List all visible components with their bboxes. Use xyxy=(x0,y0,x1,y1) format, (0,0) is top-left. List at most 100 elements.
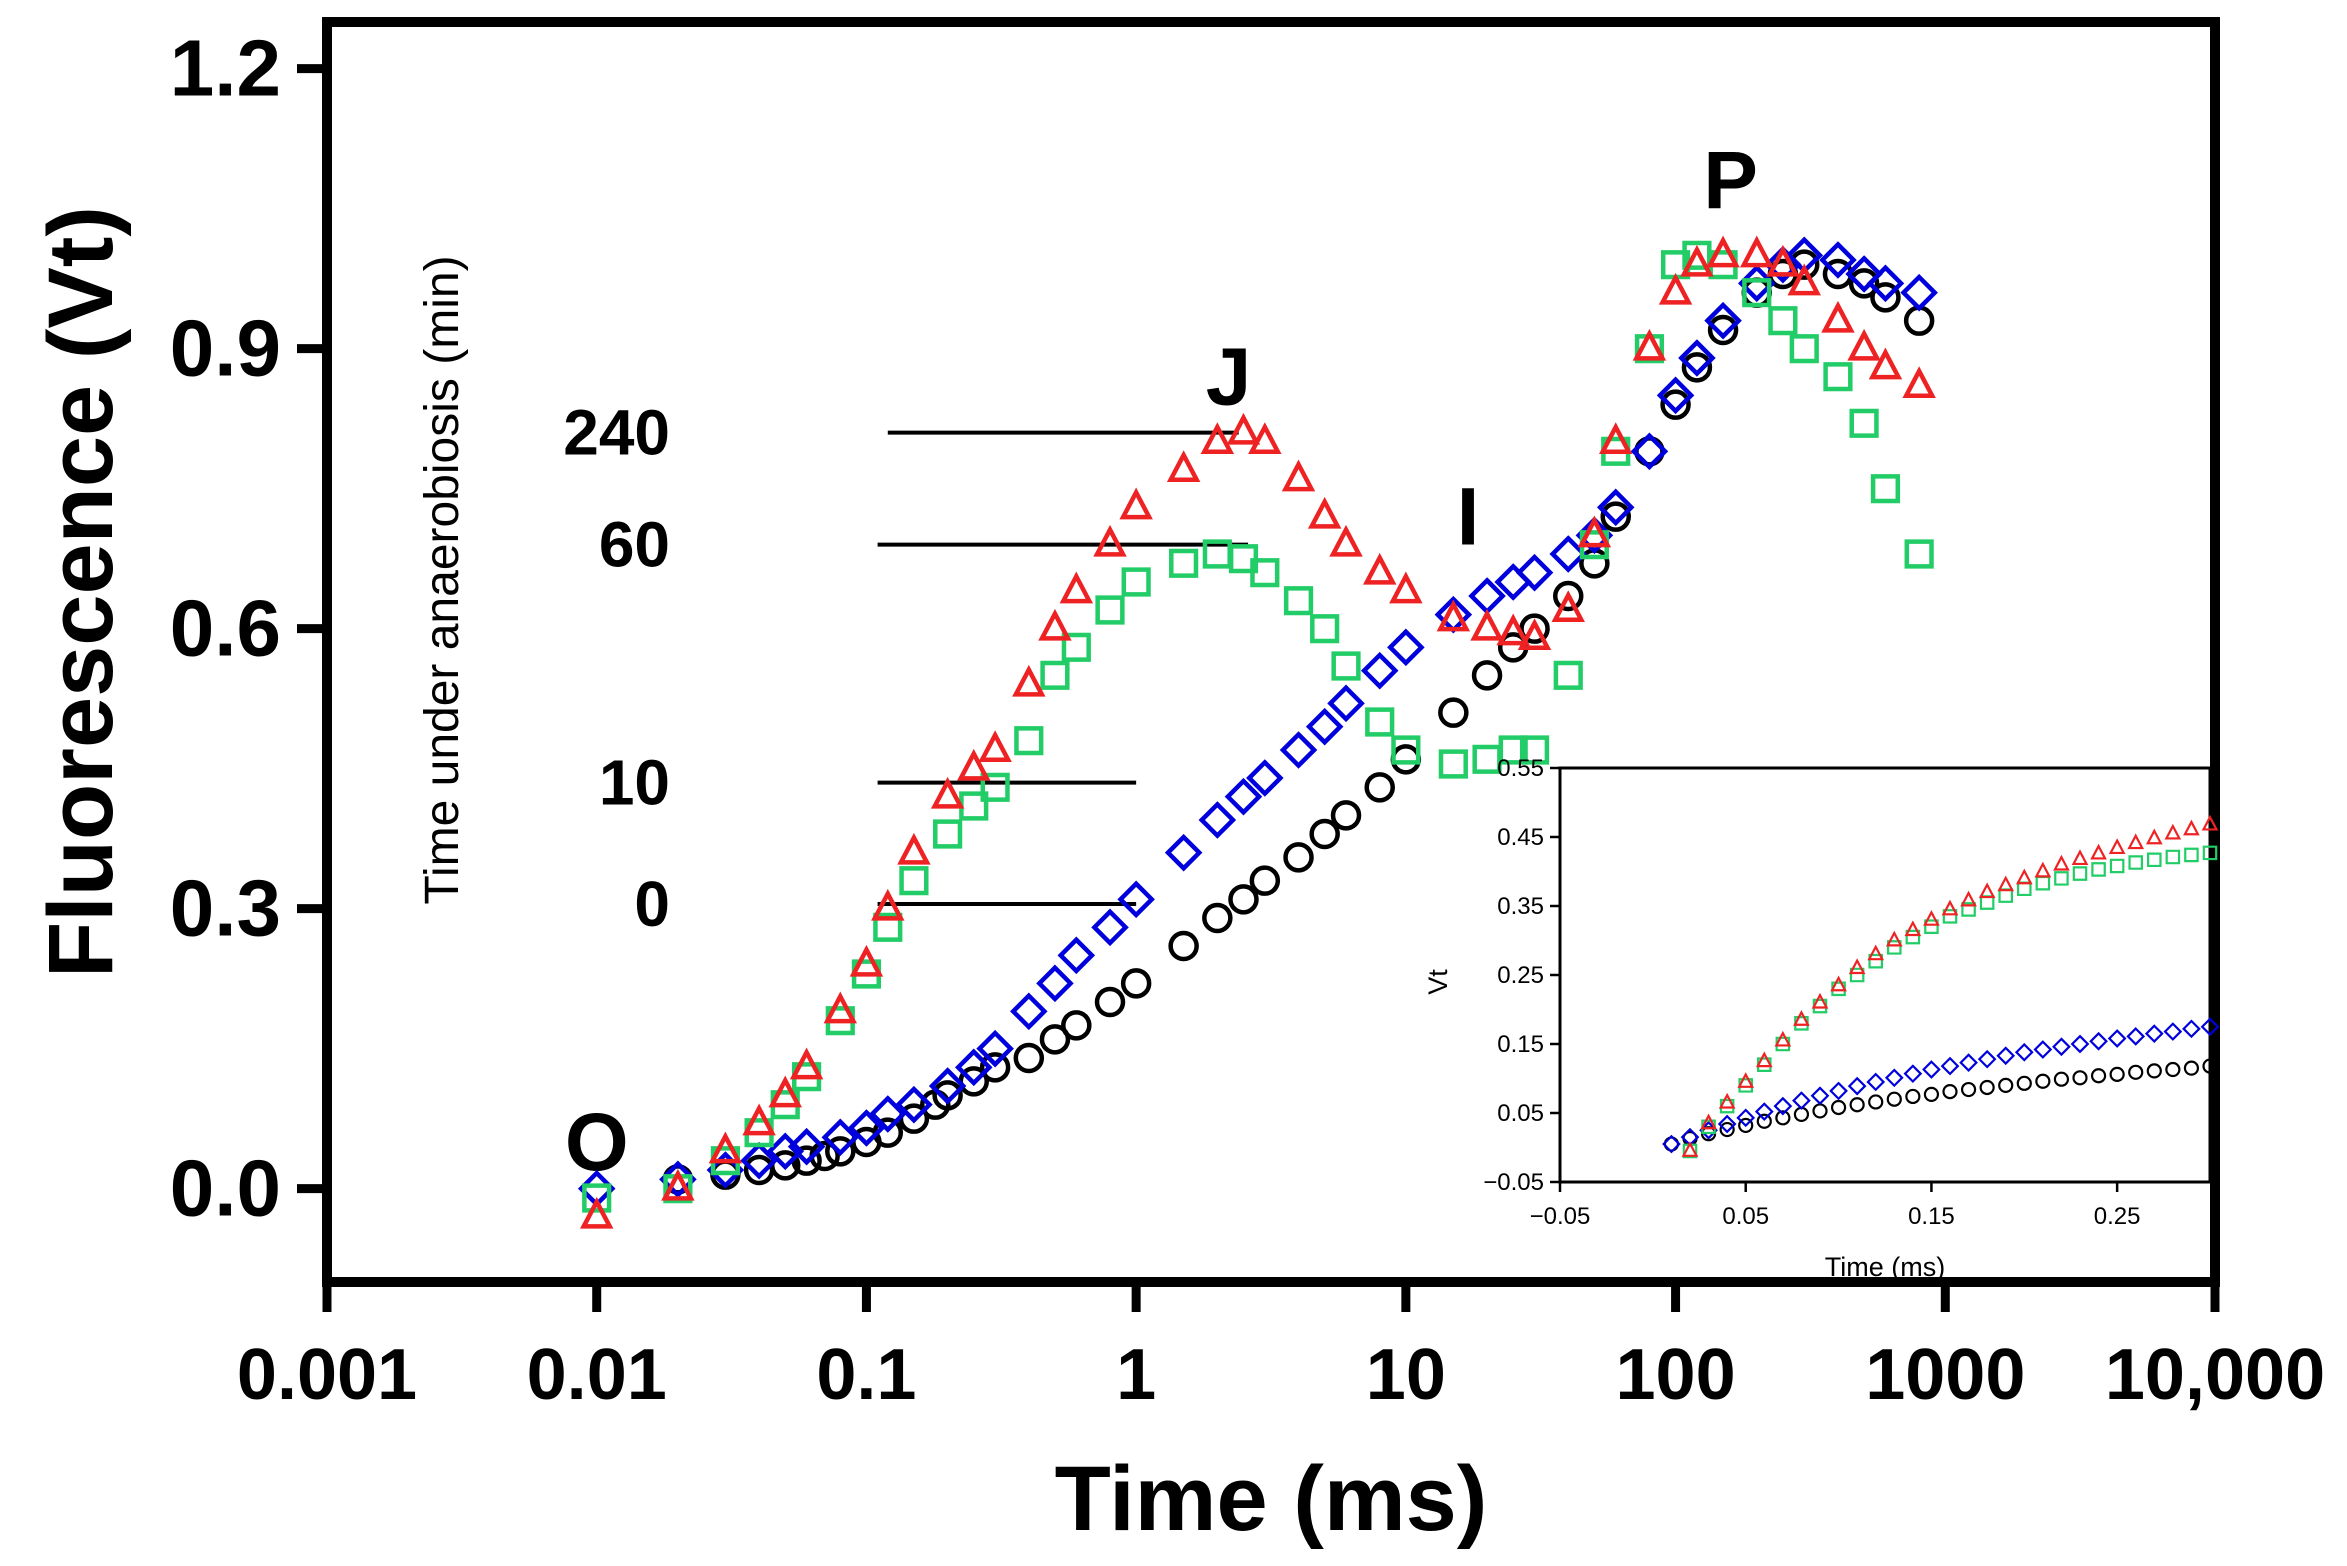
data-point xyxy=(766,1132,805,1171)
data-point xyxy=(1549,535,1588,573)
data-point xyxy=(979,1052,1011,1083)
data-point xyxy=(1470,608,1504,641)
data-point xyxy=(1365,707,1395,737)
inset-y-tick-label: −0.05 xyxy=(1483,1169,1544,1196)
inset-data-point xyxy=(2145,828,2163,845)
data-point xyxy=(1013,1042,1045,1074)
inset-data-point xyxy=(1885,930,1903,947)
inset-data-point xyxy=(1960,890,1977,907)
data-point xyxy=(873,912,903,942)
data-point xyxy=(1821,300,1855,333)
data-point xyxy=(1596,488,1635,527)
inset-data-point xyxy=(2053,854,2070,871)
x-tick-label: 0.1 xyxy=(816,1335,916,1415)
inset-data-point xyxy=(1997,875,2015,892)
inset-data-point xyxy=(1847,1076,1867,1096)
inset-data-point xyxy=(2090,1068,2107,1084)
data-point xyxy=(1330,800,1362,831)
inset-y-tick-label: 0.15 xyxy=(1497,1031,1544,1058)
inset-data-point xyxy=(2108,838,2126,855)
data-point xyxy=(1279,731,1318,769)
data-point xyxy=(1091,908,1129,947)
inset-y-tick-label: 0.45 xyxy=(1497,824,1544,851)
inset-data-point xyxy=(1830,975,1847,992)
data-point xyxy=(1228,884,1259,915)
inset-data-point xyxy=(1756,1113,1772,1129)
phase-label: J xyxy=(1206,332,1252,423)
data-point xyxy=(708,1131,743,1164)
inset-data-point xyxy=(1996,1046,2016,1066)
data-point xyxy=(976,1029,1014,1068)
data-point xyxy=(1038,608,1072,641)
data-point xyxy=(1436,599,1471,632)
inset-data-point xyxy=(1903,1064,1923,1084)
y-tick-label: 0.0 xyxy=(170,1144,281,1233)
inset-data-point xyxy=(2200,1017,2220,1037)
inset-data-point xyxy=(2016,1075,2032,1091)
y-axis-title: Fluorescence (Vt) xyxy=(30,206,132,978)
inset-data-point xyxy=(2183,1060,2200,1076)
data-point xyxy=(899,866,929,896)
data-point xyxy=(1553,660,1583,690)
x-tick-label: 100 xyxy=(1616,1335,1736,1415)
annotation-label: 240 xyxy=(563,397,670,469)
data-point xyxy=(1656,376,1695,415)
inset-data-point xyxy=(1884,1068,1904,1088)
inset-data-point xyxy=(2147,852,2162,868)
inset-data-point xyxy=(1848,958,1866,975)
data-point xyxy=(957,748,991,781)
inset-data-point xyxy=(2054,871,2069,886)
inset-series-10-min xyxy=(1662,1017,2220,1154)
inset-frame xyxy=(1558,766,2212,1184)
inset-data-point xyxy=(1830,1099,1847,1116)
data-point xyxy=(1630,432,1669,471)
data-point xyxy=(1681,352,1713,383)
inset-x-tick-label: 0.05 xyxy=(1722,1203,1769,1230)
data-point xyxy=(1061,632,1091,662)
data-point xyxy=(1515,553,1554,592)
inset-data-point xyxy=(2090,843,2107,860)
data-point xyxy=(1904,539,1934,569)
inset-data-point xyxy=(1717,1114,1737,1134)
inset-data-point xyxy=(1923,909,1940,926)
series-60-min xyxy=(582,240,1934,1213)
data-point xyxy=(661,1168,695,1201)
inset-x-tick-label: 0.25 xyxy=(2094,1203,2141,1230)
data-point xyxy=(1902,366,1936,398)
data-point xyxy=(849,944,884,977)
data-point xyxy=(932,1080,963,1111)
data-point xyxy=(1057,936,1096,975)
inset-data-point xyxy=(2109,858,2125,874)
data-point xyxy=(1706,235,1740,268)
data-point xyxy=(1093,524,1127,557)
inset-y-tick-label: 0.05 xyxy=(1497,1100,1544,1127)
data-point xyxy=(1094,986,1126,1018)
inset-data-point xyxy=(1923,1086,1940,1102)
data-point xyxy=(1059,571,1094,604)
inset-data-point xyxy=(2034,861,2052,878)
inset-data-point xyxy=(1662,1134,1681,1154)
data-point xyxy=(895,1085,933,1124)
inset-data-point xyxy=(2015,868,2033,885)
inset-data-point xyxy=(1810,1086,1830,1106)
data-point xyxy=(1119,487,1153,520)
inset-data-point xyxy=(1868,953,1883,969)
data-point xyxy=(1519,735,1550,765)
inset-data-point xyxy=(2144,1024,2164,1044)
inset-data-point xyxy=(1774,1030,1792,1047)
data-point xyxy=(1632,328,1667,361)
data-point xyxy=(1680,244,1714,277)
data-point xyxy=(1704,301,1742,340)
data-point xyxy=(1248,422,1282,454)
data-point xyxy=(1868,347,1903,380)
data-point xyxy=(1577,515,1612,548)
data-point xyxy=(1061,1010,1092,1041)
data-point xyxy=(1228,544,1259,574)
data-point xyxy=(1849,408,1879,438)
data-point xyxy=(821,1118,860,1157)
data-point xyxy=(1870,282,1901,313)
data-point xyxy=(1202,902,1233,934)
data-point xyxy=(1010,992,1048,1031)
inset-data-point xyxy=(1905,929,1921,945)
inset-data-point xyxy=(2072,866,2088,881)
